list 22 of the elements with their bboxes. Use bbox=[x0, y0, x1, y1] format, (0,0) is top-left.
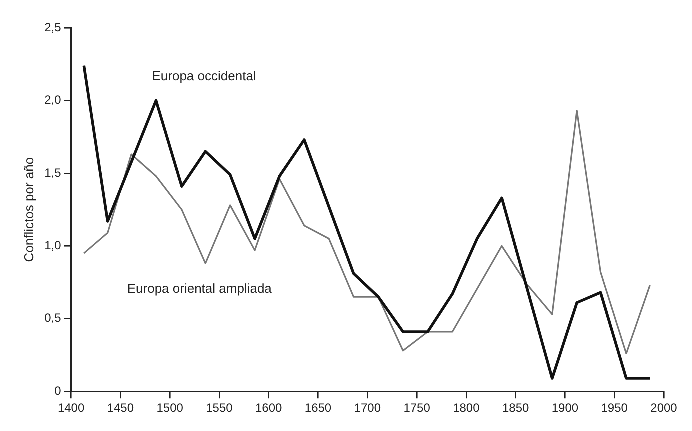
y-tick-label: 1,5 bbox=[44, 166, 62, 180]
y-axis-title: Conflictos por año bbox=[21, 157, 36, 262]
y-tick-label: 0 bbox=[54, 384, 62, 398]
series-label: Europa occidental bbox=[152, 68, 256, 84]
x-tick-label: 1900 bbox=[552, 401, 579, 416]
x-tick-label: 1550 bbox=[206, 401, 234, 416]
series-label: Europa oriental ampliada bbox=[127, 281, 273, 296]
x-tick-label: 1500 bbox=[156, 401, 184, 416]
y-tick-label: 2,5 bbox=[44, 20, 62, 34]
x-tick-label: 1650 bbox=[304, 401, 332, 416]
x-tick-label: 1850 bbox=[502, 401, 530, 416]
x-tick-label: 1950 bbox=[601, 401, 628, 416]
x-tick-label: 1700 bbox=[354, 401, 382, 416]
x-tick-label: 1450 bbox=[107, 401, 134, 416]
y-tick-label: 1,0 bbox=[44, 238, 62, 252]
y-tick-label: 2,0 bbox=[44, 93, 62, 108]
y-tick-label: 0,5 bbox=[44, 311, 62, 326]
x-tick-label: 1400 bbox=[58, 401, 85, 416]
x-tick-label: 1800 bbox=[453, 401, 480, 416]
x-tick-label: 1600 bbox=[256, 401, 283, 416]
x-tick-label: 1750 bbox=[404, 401, 431, 416]
x-tick-label: 2000 bbox=[650, 401, 678, 416]
